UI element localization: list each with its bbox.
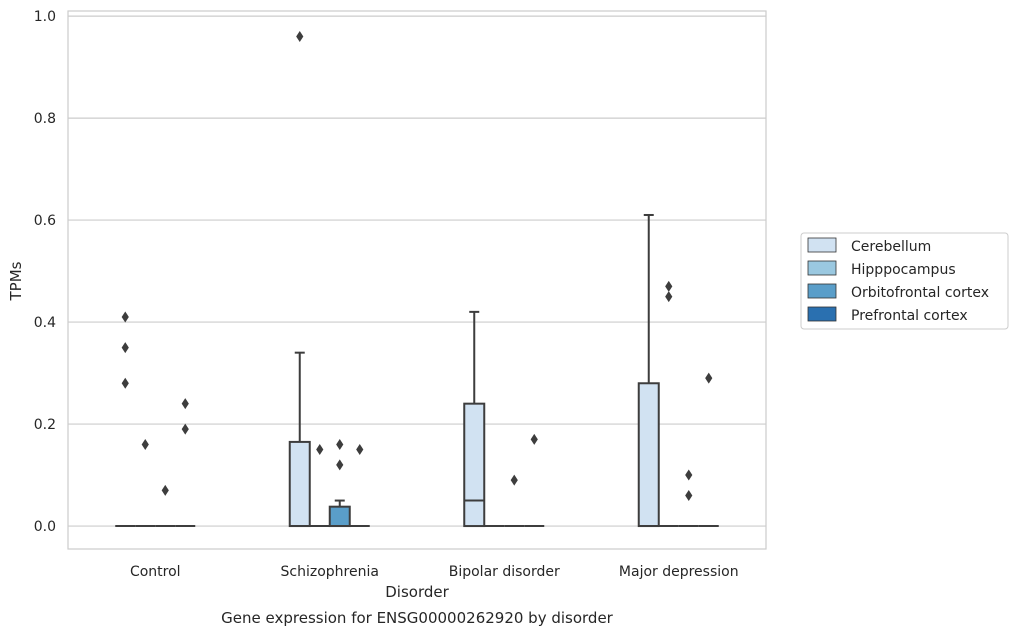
outlier-point xyxy=(356,444,364,456)
legend-label-0: Cerebellum xyxy=(851,239,931,255)
outlier-point xyxy=(161,484,169,496)
outlier-point xyxy=(141,438,149,450)
legend-swatch-0 xyxy=(807,237,837,253)
y-tick-label-1: 0.2 xyxy=(34,417,56,433)
box-body xyxy=(328,505,351,528)
box-cerebellum-2 xyxy=(463,310,486,528)
outlier-point xyxy=(181,423,189,435)
legend-swatch-3 xyxy=(807,306,837,322)
box-body xyxy=(637,382,660,528)
outlier-point xyxy=(685,489,693,501)
x-tick-labels: Control Schizophrenia Bipolar disorder Majo… xyxy=(130,564,739,580)
y-tick-label-3: 0.6 xyxy=(34,213,56,229)
box-orbitofrontal-cortex-1 xyxy=(328,499,351,528)
outlier-point xyxy=(296,30,304,42)
outlier-point xyxy=(316,444,324,456)
outlier-point xyxy=(530,433,538,445)
boxes xyxy=(115,213,719,528)
y-tick-label-4: 0.8 xyxy=(34,111,56,127)
legend-swatch-1 xyxy=(807,260,837,276)
y-tick-label-5: 1.0 xyxy=(34,9,56,25)
legend: Cerebellum Hipppocampus Orbitofrontal cort… xyxy=(800,232,1009,330)
x-tick-label-2: Bipolar disorder xyxy=(449,564,560,580)
legend-swatch-2 xyxy=(807,283,837,299)
outlier-point xyxy=(121,377,129,389)
legend-label-2: Orbitofrontal cortex xyxy=(851,285,989,301)
outlier-point xyxy=(336,438,344,450)
outlier-point xyxy=(510,474,518,486)
x-axis-label: Disorder xyxy=(385,583,449,601)
y-tick-label-0: 0.0 xyxy=(34,519,56,535)
y-tick-label-2: 0.4 xyxy=(34,315,56,331)
x-tick-label-1: Schizophrenia xyxy=(281,564,379,580)
box-cerebellum-3 xyxy=(637,213,660,528)
legend-label-1: Hipppocampus xyxy=(851,262,956,278)
legend-label-3: Prefrontal cortex xyxy=(851,308,968,324)
outlier-point xyxy=(121,311,129,323)
box-body xyxy=(288,440,311,528)
outlier-point xyxy=(121,342,129,354)
plot-area-frame xyxy=(67,10,767,550)
outlier-point xyxy=(685,469,693,481)
chart-caption: Gene expression for ENSG00000262920 by d… xyxy=(221,609,614,627)
outlier-point xyxy=(705,372,713,384)
x-tick-label-3: Major depression xyxy=(619,564,739,580)
y-axis-label: TPMs xyxy=(7,261,25,301)
legend-frame xyxy=(800,232,1009,330)
x-tick-label-0: Control xyxy=(130,564,181,580)
outlier-point xyxy=(336,459,344,471)
outlier-point xyxy=(665,280,673,292)
outlier-point xyxy=(181,398,189,410)
box-cerebellum-1 xyxy=(288,351,311,528)
outlier-markers xyxy=(121,30,713,501)
gridlines xyxy=(68,15,766,527)
box-body xyxy=(463,402,486,528)
outlier-point xyxy=(665,291,673,303)
y-tick-labels: 0.0 0.2 0.4 0.6 0.8 1.0 xyxy=(34,9,56,535)
